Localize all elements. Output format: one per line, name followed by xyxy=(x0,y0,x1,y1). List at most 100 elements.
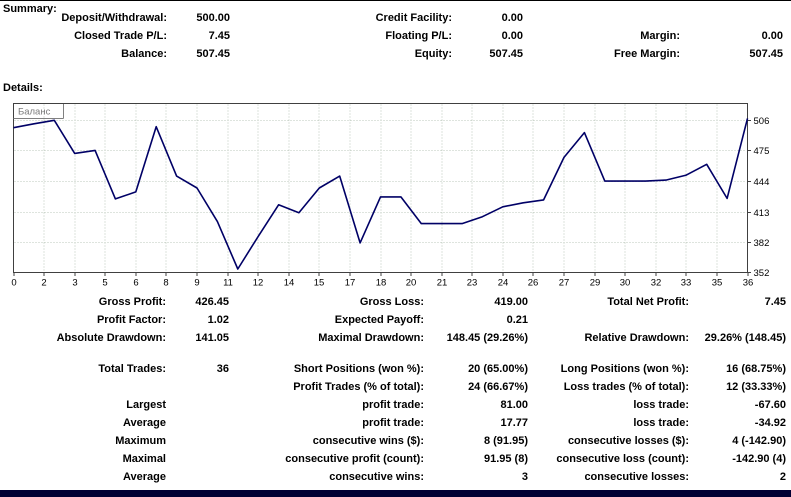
stat-value: 507.45 xyxy=(489,48,523,60)
y-tick-label: 444 xyxy=(754,177,770,188)
x-tick-label: 9 xyxy=(194,278,199,289)
stat-label: Largest xyxy=(126,399,166,411)
x-tick-label: 24 xyxy=(498,278,509,289)
stat-label: Average xyxy=(122,471,166,483)
stat-value: 1.02 xyxy=(207,314,229,326)
stat-value: -142.90 (4) xyxy=(732,453,786,465)
stat-label xyxy=(0,378,166,396)
x-tick-label: 21 xyxy=(437,278,448,289)
stat-label: Profit Trades (% of total): xyxy=(293,381,424,393)
stat-label: Floating P/L: xyxy=(385,30,452,42)
top-divider xyxy=(0,0,791,1)
x-tick-label: 12 xyxy=(253,278,264,289)
stat-label: Gross Loss: xyxy=(359,296,424,308)
results-table: Gross Profit: 426.45 Gross Loss: 419.00 Tota… xyxy=(0,293,786,347)
x-tick-label: 8 xyxy=(163,278,168,289)
stat-label: Deposit/Withdrawal: xyxy=(61,12,167,24)
stat-label: Margin: xyxy=(640,30,680,42)
stat-label: consecutive wins: xyxy=(329,471,424,483)
stat-label: Maximal xyxy=(122,453,166,465)
x-tick-label: 33 xyxy=(681,278,692,289)
stat-label: loss trade: xyxy=(633,417,689,429)
summary-heading: Summary: xyxy=(3,3,57,15)
stat-label: consecutive profit (count): xyxy=(285,453,424,465)
x-tick-label: 6 xyxy=(133,278,138,289)
stat-value: 17.77 xyxy=(500,417,528,429)
stat-value xyxy=(689,311,786,329)
stat-label: profit trade: xyxy=(362,417,424,429)
stat-value: 507.45 xyxy=(749,48,783,60)
stat-value xyxy=(166,396,229,414)
stat-value xyxy=(166,468,229,486)
stat-value: 148.45 (29.26%) xyxy=(446,332,528,344)
stat-value: 0.21 xyxy=(506,314,528,326)
stat-value: 24 (66.67%) xyxy=(468,381,528,393)
x-tick-label: 30 xyxy=(620,278,631,289)
stat-value: 2 xyxy=(779,471,786,483)
x-tick-label: 2 xyxy=(41,278,46,289)
bottom-divider xyxy=(0,490,791,497)
stat-label: Total Trades: xyxy=(98,363,166,375)
stat-label: Average xyxy=(122,417,166,429)
stat-label xyxy=(528,311,689,329)
stat-value: 16 (68.75%) xyxy=(726,363,786,375)
stat-value xyxy=(680,9,783,27)
x-tick-label: 26 xyxy=(528,278,539,289)
y-tick-label: 352 xyxy=(754,268,770,279)
stat-label: Expected Payoff: xyxy=(334,314,424,326)
stat-value: 91.95 (8) xyxy=(483,453,528,465)
x-tick-label: 17 xyxy=(345,278,356,289)
stat-value: 0.00 xyxy=(501,12,523,24)
stat-label: consecutive loss (count): xyxy=(556,453,689,465)
stat-value: 426.45 xyxy=(195,296,229,308)
stat-value: 7.45 xyxy=(208,30,230,42)
stat-value xyxy=(166,378,229,396)
stat-value: 12 (33.33%) xyxy=(726,381,786,393)
stat-value xyxy=(166,450,229,468)
x-tick-label: 15 xyxy=(314,278,325,289)
stat-value: 0.00 xyxy=(761,30,783,42)
stat-label: Balance: xyxy=(121,48,167,60)
stat-value: 0.00 xyxy=(501,30,523,42)
stat-value: -67.60 xyxy=(754,399,786,411)
stat-label: consecutive losses: xyxy=(584,471,689,483)
stat-label: Maximal Drawdown: xyxy=(318,332,424,344)
stat-label: consecutive wins ($): xyxy=(312,435,424,447)
stat-label: Long Positions (won %): xyxy=(560,363,689,375)
stat-label: Absolute Drawdown: xyxy=(56,332,166,344)
trades-table: Total Trades: 36 Short Positions (won %): 2… xyxy=(0,360,786,486)
stat-label: Free Margin: xyxy=(613,48,680,60)
x-tick-label: 27 xyxy=(559,278,570,289)
stat-value: 20 (65.00%) xyxy=(468,363,528,375)
x-tick-label: 11 xyxy=(223,278,233,289)
stat-label xyxy=(523,9,680,27)
stat-value: 4 (-142.90) xyxy=(732,435,786,447)
stat-label: loss trade: xyxy=(633,399,689,411)
x-tick-label: 23 xyxy=(467,278,478,289)
x-tick-label: 36 xyxy=(743,278,754,289)
stat-value xyxy=(166,432,229,450)
x-tick-label: 29 xyxy=(590,278,601,289)
balance-line xyxy=(13,118,749,270)
stat-label: Equity: xyxy=(414,48,452,60)
stat-value: 507.45 xyxy=(196,48,230,60)
stat-label: Closed Trade P/L: xyxy=(74,30,167,42)
x-tick-label: 5 xyxy=(102,278,107,289)
y-tick-label: 382 xyxy=(754,238,770,249)
stat-value xyxy=(166,414,229,432)
stat-value: 36 xyxy=(216,363,229,375)
y-tick-label: 475 xyxy=(754,146,770,157)
stat-value: 500.00 xyxy=(196,12,230,24)
stat-label: Relative Drawdown: xyxy=(584,332,689,344)
stat-label: Total Net Profit: xyxy=(607,296,689,308)
balance-chart: 506 475 444 413 382 352 0 2 3 5 6 8 9 11 12 14 15 17 18 20 2… xyxy=(0,103,791,289)
stat-label: profit trade: xyxy=(362,399,424,411)
stat-label: Short Positions (won %): xyxy=(293,363,424,375)
y-tick-label: 413 xyxy=(754,208,770,219)
stat-value: 29.26% (148.45) xyxy=(704,332,786,344)
x-tick-label: 35 xyxy=(712,278,723,289)
details-heading: Details: xyxy=(3,82,43,94)
stat-value: 7.45 xyxy=(764,296,786,308)
stat-value: 8 (91.95) xyxy=(483,435,528,447)
